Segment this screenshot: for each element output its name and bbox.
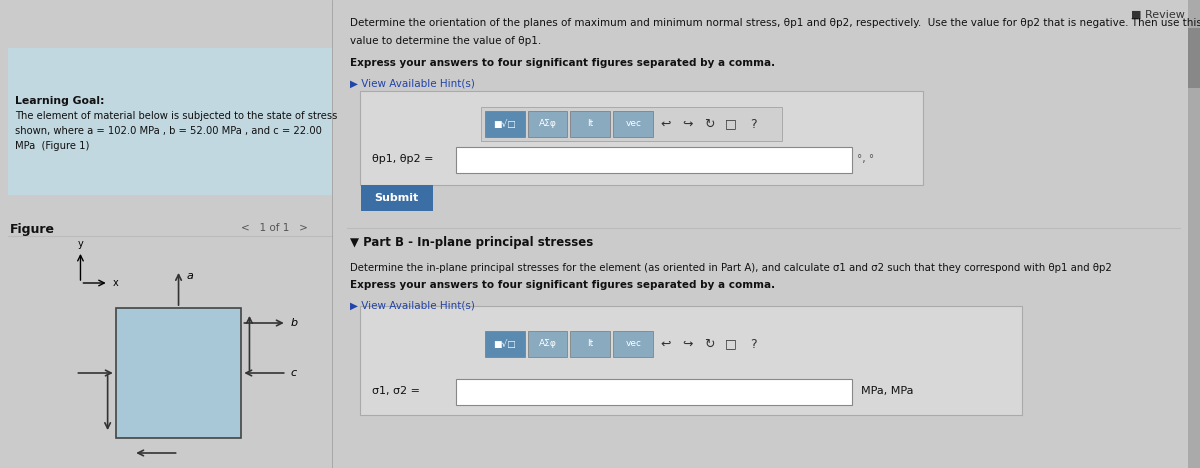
FancyBboxPatch shape xyxy=(361,185,433,211)
Text: ↪: ↪ xyxy=(682,337,692,351)
Text: <   1 of 1   >: < 1 of 1 > xyxy=(241,223,308,233)
FancyBboxPatch shape xyxy=(456,147,852,173)
FancyBboxPatch shape xyxy=(485,331,524,357)
FancyBboxPatch shape xyxy=(528,111,568,137)
FancyBboxPatch shape xyxy=(485,111,524,137)
Text: ?: ? xyxy=(750,117,756,131)
Text: b: b xyxy=(290,318,298,328)
Text: °, °: °, ° xyxy=(857,154,874,164)
Text: c: c xyxy=(290,368,296,378)
Text: ■√□: ■√□ xyxy=(493,339,516,349)
Text: The element of material below is subjected to the state of stress: The element of material below is subject… xyxy=(16,111,337,121)
Text: ■√□: ■√□ xyxy=(493,119,516,129)
Text: shown, where a = 102.0 MPa , b = 52.00 MPa , and c = 22.00: shown, where a = 102.0 MPa , b = 52.00 M… xyxy=(16,126,322,136)
Text: ↪: ↪ xyxy=(682,117,692,131)
Text: ?: ? xyxy=(750,337,756,351)
Text: θp1, θp2 =: θp1, θp2 = xyxy=(372,154,433,164)
Text: ↩: ↩ xyxy=(660,337,671,351)
Text: ↻: ↻ xyxy=(704,117,714,131)
FancyBboxPatch shape xyxy=(528,331,568,357)
Text: AΣφ: AΣφ xyxy=(539,339,557,349)
FancyBboxPatch shape xyxy=(481,107,782,141)
Text: □: □ xyxy=(725,337,737,351)
Text: ▼ Part B - In-plane principal stresses: ▼ Part B - In-plane principal stresses xyxy=(350,236,593,249)
Text: ▶ View Available Hint(s): ▶ View Available Hint(s) xyxy=(350,300,475,310)
Text: Determine the in-plane principal stresses for the element (as oriented in Part A: Determine the in-plane principal stresse… xyxy=(350,263,1111,273)
Text: □: □ xyxy=(725,117,737,131)
Text: Express your answers to four significant figures separated by a comma.: Express your answers to four significant… xyxy=(350,280,775,290)
Text: ■ Review: ■ Review xyxy=(1132,10,1186,20)
Text: σ1, σ2 =: σ1, σ2 = xyxy=(372,386,420,396)
FancyBboxPatch shape xyxy=(360,91,923,185)
Text: ↩: ↩ xyxy=(660,117,671,131)
Text: Figure: Figure xyxy=(10,223,55,236)
Text: x: x xyxy=(113,278,119,288)
FancyBboxPatch shape xyxy=(613,111,653,137)
FancyBboxPatch shape xyxy=(570,111,611,137)
Text: Learning Goal:: Learning Goal: xyxy=(16,96,104,106)
FancyBboxPatch shape xyxy=(570,331,611,357)
Text: Determine the orientation of the planes of maximum and minimum normal stress, θp: Determine the orientation of the planes … xyxy=(350,18,1200,28)
FancyBboxPatch shape xyxy=(456,379,852,405)
Text: y: y xyxy=(78,239,83,249)
FancyBboxPatch shape xyxy=(1188,0,1200,468)
Text: vec: vec xyxy=(625,339,641,349)
Text: MPa  (Figure 1): MPa (Figure 1) xyxy=(16,141,90,151)
Text: value to determine the value of θp1.: value to determine the value of θp1. xyxy=(350,36,541,46)
FancyBboxPatch shape xyxy=(115,308,241,438)
Text: a: a xyxy=(186,271,193,281)
FancyBboxPatch shape xyxy=(360,306,1022,415)
Text: It: It xyxy=(587,119,594,129)
Text: It: It xyxy=(587,339,594,349)
Text: ↻: ↻ xyxy=(704,337,714,351)
Text: vec: vec xyxy=(625,119,641,129)
FancyBboxPatch shape xyxy=(613,331,653,357)
FancyBboxPatch shape xyxy=(1188,28,1200,88)
Text: AΣφ: AΣφ xyxy=(539,119,557,129)
Text: Submit: Submit xyxy=(374,193,419,203)
Text: MPa, MPa: MPa, MPa xyxy=(860,386,913,396)
FancyBboxPatch shape xyxy=(8,48,332,195)
Text: Express your answers to four significant figures separated by a comma.: Express your answers to four significant… xyxy=(350,58,775,68)
Text: ▶ View Available Hint(s): ▶ View Available Hint(s) xyxy=(350,78,475,88)
